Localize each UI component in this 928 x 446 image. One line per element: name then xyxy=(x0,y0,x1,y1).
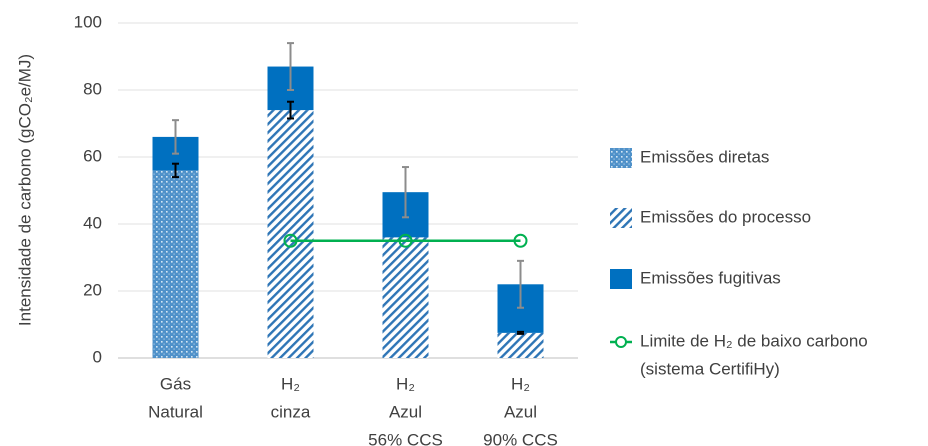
legend-swatch xyxy=(610,208,632,228)
x-tick-label: 90% CCS xyxy=(483,430,558,446)
y-tick-label: 60 xyxy=(83,146,102,165)
legend-swatch xyxy=(610,148,632,168)
bar-segment xyxy=(382,237,429,358)
y-axis-title: Intensidade de carbono (gCO₂e/MJ) xyxy=(15,54,34,326)
legend-label: (sistema CertifiHy) xyxy=(640,359,780,378)
legend-label: Emissões do processo xyxy=(640,207,811,226)
limit-marker xyxy=(513,233,528,248)
error-bar xyxy=(517,330,524,335)
x-tick-label: cinza xyxy=(271,402,311,421)
x-tick-label: Natural xyxy=(148,402,203,421)
legend-label: Emissões diretas xyxy=(640,147,769,166)
error-bar xyxy=(517,259,524,309)
bar-segment xyxy=(497,332,544,358)
bar-segment xyxy=(152,170,199,358)
x-tick-label: Azul xyxy=(389,402,422,421)
error-bar xyxy=(287,42,294,91)
x-tick-label: Gás xyxy=(160,374,191,393)
x-tick-label: H₂ xyxy=(396,374,415,393)
x-tick-label: Azul xyxy=(504,402,537,421)
legend-swatch xyxy=(610,269,632,289)
x-tick-label: H₂ xyxy=(511,374,530,393)
y-tick-label: 0 xyxy=(93,347,102,366)
x-tick-label: 56% CCS xyxy=(368,430,443,446)
legend-label: Emissões fugitivas xyxy=(640,268,781,287)
limit-marker xyxy=(283,233,298,248)
error-bar xyxy=(172,162,179,179)
legend-swatch xyxy=(615,336,627,348)
legend-label: Limite de H₂ de baixo carbono xyxy=(640,331,868,350)
y-tick-label: 20 xyxy=(83,280,102,299)
y-tick-label: 100 xyxy=(74,12,102,31)
error-bar xyxy=(287,100,294,120)
y-tick-label: 80 xyxy=(83,79,102,98)
error-bar xyxy=(402,166,409,219)
y-tick-label: 40 xyxy=(83,213,102,232)
error-bar xyxy=(172,119,179,155)
limit-marker xyxy=(398,233,413,248)
x-tick-label: H₂ xyxy=(281,374,300,393)
